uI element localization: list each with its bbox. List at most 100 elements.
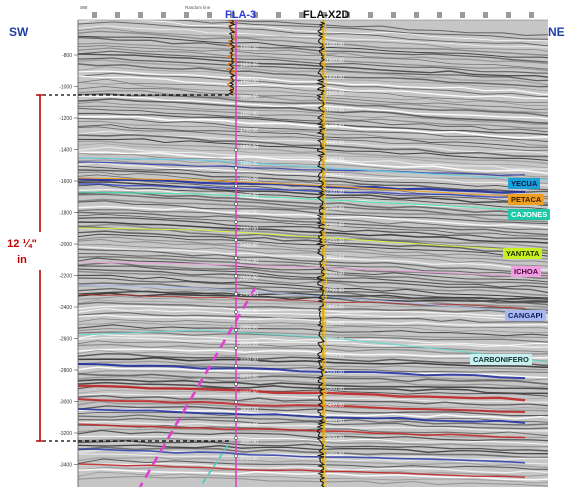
well-marker bbox=[234, 274, 238, 278]
reflector bbox=[78, 337, 548, 348]
reflector bbox=[78, 238, 548, 263]
ruler-tick bbox=[207, 12, 212, 18]
reflector bbox=[78, 274, 548, 299]
reflector bbox=[78, 290, 548, 300]
reflector bbox=[78, 184, 548, 210]
well-marker bbox=[234, 166, 238, 170]
reflector bbox=[78, 200, 548, 225]
reflector bbox=[78, 98, 548, 124]
well-log-flax2d-yellow bbox=[322, 21, 328, 487]
depth-label: 3300.00 bbox=[326, 386, 344, 392]
depth-label: 1300.00 bbox=[240, 62, 258, 68]
reflector bbox=[78, 30, 548, 57]
reflector bbox=[78, 308, 548, 321]
thickness-label: 12 ¼" in bbox=[2, 236, 42, 268]
strong-reflector bbox=[78, 363, 526, 380]
reflector bbox=[78, 360, 548, 371]
depth-label: 3000.00 bbox=[240, 341, 258, 347]
reflector bbox=[78, 146, 548, 170]
ruler-tick bbox=[230, 12, 235, 18]
reflector bbox=[78, 42, 548, 65]
time-tick-label: -1600 bbox=[59, 179, 72, 185]
reflector bbox=[78, 179, 548, 204]
time-tick-label: -3200 bbox=[59, 431, 72, 437]
time-axis: -800 -1000 -1200 -1400 -1600 -1800 -2000 -2200 -… bbox=[59, 20, 79, 487]
reflector bbox=[78, 233, 548, 257]
reflector bbox=[78, 417, 548, 430]
reflector bbox=[78, 126, 548, 152]
well-log-flax2d bbox=[315, 21, 327, 487]
depth-label: 2400.00 bbox=[240, 243, 258, 249]
reflector bbox=[78, 448, 548, 461]
strong-reflector bbox=[78, 448, 526, 464]
reflector bbox=[78, 205, 548, 229]
well-marker bbox=[234, 454, 238, 458]
ruler-tick bbox=[299, 12, 304, 18]
ruler-tick bbox=[161, 12, 166, 18]
reflector bbox=[78, 252, 548, 277]
reflector bbox=[78, 265, 548, 288]
ruler-tick bbox=[437, 12, 442, 18]
depth-label: 1800.00 bbox=[240, 144, 258, 150]
reflector bbox=[78, 216, 548, 240]
reflector bbox=[78, 318, 548, 329]
reflector bbox=[78, 162, 548, 186]
ruler-background bbox=[78, 10, 548, 20]
reflector bbox=[78, 151, 548, 175]
depth-label: 2300.00 bbox=[326, 222, 344, 228]
depth-label: 1500.00 bbox=[326, 91, 344, 97]
reflector bbox=[78, 47, 548, 72]
reflector bbox=[78, 420, 548, 432]
reflector bbox=[78, 66, 548, 91]
depth-label: 2000.00 bbox=[240, 177, 258, 183]
depth-label: 1600.00 bbox=[326, 108, 344, 114]
reflector bbox=[78, 334, 548, 346]
reflector bbox=[78, 63, 548, 88]
reflector bbox=[78, 134, 548, 158]
ruler-tick bbox=[184, 12, 189, 18]
well-marker bbox=[234, 328, 238, 332]
reflector bbox=[78, 236, 548, 260]
reflector bbox=[78, 282, 548, 306]
reflector bbox=[78, 373, 548, 385]
reflector bbox=[78, 20, 548, 42]
reflector bbox=[78, 90, 548, 114]
reflector bbox=[78, 78, 548, 104]
reflector bbox=[78, 152, 548, 178]
reflector bbox=[78, 211, 548, 236]
reflector bbox=[78, 246, 548, 271]
ruler-tick bbox=[276, 12, 281, 18]
time-tick-label: -3400 bbox=[59, 463, 72, 469]
horizon-label-petaca: PETACA bbox=[508, 194, 545, 205]
reflector bbox=[78, 321, 548, 334]
horizon-line-ichoa bbox=[78, 261, 548, 278]
depth-label: 2800.00 bbox=[326, 304, 344, 310]
depth-label: 1700.00 bbox=[326, 124, 344, 130]
reflector bbox=[78, 230, 548, 254]
reflector bbox=[78, 395, 548, 407]
well-marker bbox=[234, 202, 238, 206]
reflector bbox=[78, 225, 548, 252]
reflector bbox=[78, 328, 548, 339]
well-fla3-label: FLA-3 bbox=[225, 9, 257, 21]
reflector bbox=[78, 85, 548, 110]
reflector bbox=[78, 165, 548, 190]
reflector bbox=[78, 440, 548, 452]
reflector bbox=[78, 375, 548, 388]
depth-label: 2200.00 bbox=[240, 210, 258, 216]
reflector bbox=[78, 370, 548, 381]
well-log-fla3-dark bbox=[228, 20, 236, 96]
horizon-label-cajones: CAJONES bbox=[508, 209, 551, 220]
reflector bbox=[78, 191, 548, 216]
depth-label: 1400.00 bbox=[240, 79, 258, 85]
depth-label: 2200.00 bbox=[326, 206, 344, 212]
reflector bbox=[78, 36, 548, 63]
reflector bbox=[78, 169, 548, 193]
ruler-tick bbox=[368, 12, 373, 18]
strong-reflector bbox=[78, 384, 526, 402]
strong-reflector bbox=[78, 408, 526, 424]
strong-reflector bbox=[78, 183, 526, 198]
reflector bbox=[78, 261, 548, 285]
thickness-marker bbox=[36, 94, 230, 442]
